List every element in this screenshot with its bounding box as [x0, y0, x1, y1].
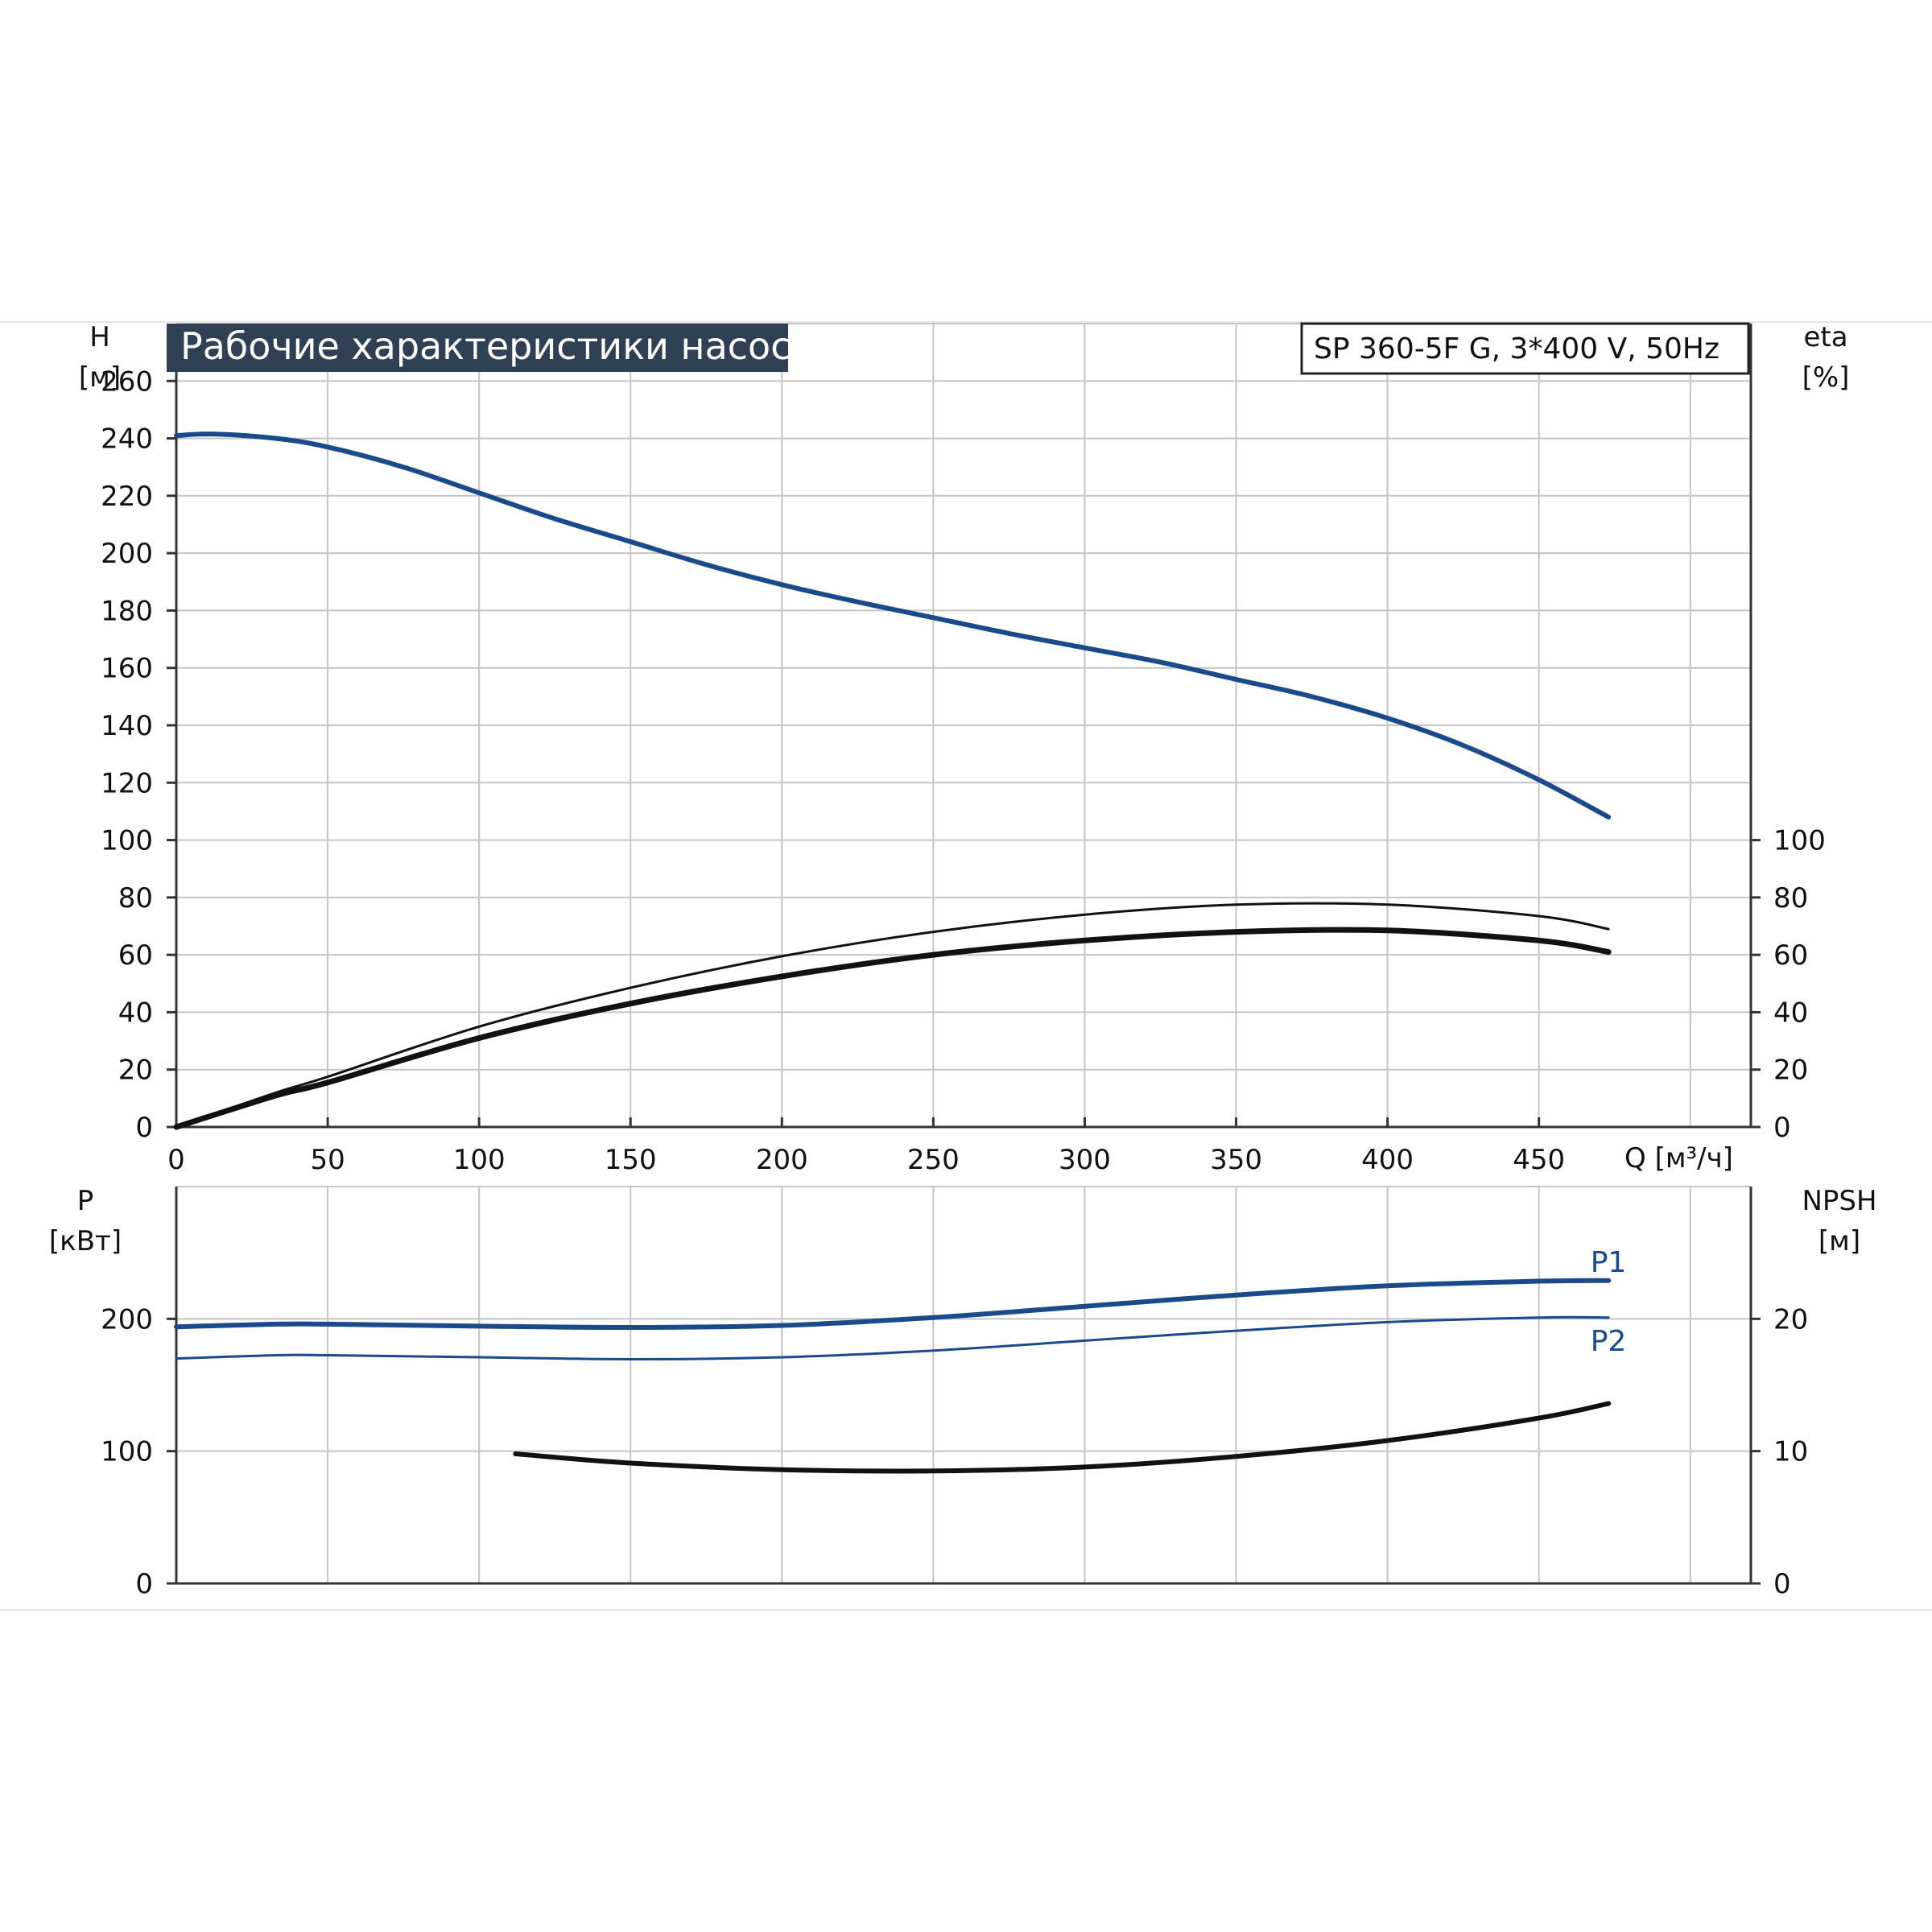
- model-label: SP 360-5F G, 3*400 V, 50Hz: [1314, 332, 1719, 365]
- p1-power-curve: [174, 1278, 1612, 1331]
- left-y-tick-label: 80: [118, 882, 153, 914]
- left-y-tick-label: 200: [101, 538, 153, 570]
- left-y-tick-label: 220: [101, 481, 153, 513]
- right-y-tick-label: 0: [1773, 1112, 1791, 1144]
- x-tick-label: 100: [453, 1144, 506, 1176]
- bottom-left-tick-label: 100: [101, 1436, 153, 1468]
- x-tick-label: 350: [1210, 1144, 1262, 1176]
- left-y-tick-label: 180: [101, 595, 153, 627]
- bottom-left-axis-symbol: P: [77, 1185, 94, 1217]
- model-box: SP 360-5F G, 3*400 V, 50Hz: [1300, 322, 1750, 375]
- title-background: [167, 324, 788, 372]
- left-y-tick-label: 20: [118, 1055, 153, 1087]
- x-tick-label: 0: [167, 1144, 185, 1176]
- x-tick-label: 300: [1059, 1144, 1111, 1176]
- right-y-tick-label: 20: [1773, 1055, 1808, 1087]
- efficiency-curve-thin: [175, 902, 1610, 1129]
- bottom-axes-frame: [175, 1187, 1752, 1585]
- right-y-tick-label: 80: [1773, 882, 1808, 914]
- bottom-left-tick-label: 0: [135, 1568, 153, 1600]
- left-y-tick-label: 120: [101, 767, 153, 799]
- bottom-left-axis-unit: [кВт]: [49, 1225, 122, 1257]
- chart-title: Рабочие характеристики насоса: [180, 324, 814, 368]
- bottom-right-tick-label: 20: [1773, 1303, 1808, 1335]
- bottom-left-tick-label: 200: [101, 1303, 153, 1335]
- bottom-right-tick-label: 10: [1773, 1436, 1808, 1468]
- left-y-tick-label: 40: [118, 997, 153, 1029]
- efficiency-curve-thick: [173, 927, 1612, 1130]
- left-y-tick-label: 260: [101, 365, 153, 398]
- npsh-curve: [513, 1401, 1612, 1474]
- left-y-tick-label: 0: [135, 1112, 153, 1144]
- chart-title-banner: Рабочие характеристики насоса: [167, 324, 814, 372]
- x-tick-label: 250: [907, 1144, 960, 1176]
- left-y-tick-label: 100: [101, 825, 153, 857]
- series-label-p2: P2: [1591, 1325, 1627, 1358]
- left-y-tick-label: 140: [101, 710, 153, 742]
- top-left-axis-unit: [м]: [79, 361, 121, 394]
- x-tick-label: 400: [1361, 1144, 1414, 1176]
- x-tick-label: 150: [605, 1144, 657, 1176]
- top-right-axis-symbol: eta: [1803, 321, 1847, 353]
- x-axis-label: Q [м³/ч]: [1624, 1142, 1733, 1174]
- right-y-tick-label: 100: [1773, 825, 1826, 857]
- model-box-frame: [1300, 322, 1750, 375]
- x-tick-label: 50: [310, 1144, 345, 1176]
- left-y-tick-label: 160: [101, 653, 153, 685]
- x-tick-label: 450: [1513, 1144, 1565, 1176]
- right-y-tick-label: 40: [1773, 997, 1808, 1029]
- head-efficiency-chart: 0 50 100 150 200 250 300 350 400 4500204060801001…: [101, 323, 1826, 1176]
- top-right-axis-unit: [%]: [1802, 361, 1850, 394]
- power-npsh-chart: 0 100 200 0 10 20: [101, 1186, 1808, 1600]
- left-y-tick-label: 60: [118, 939, 153, 972]
- bottom-right-axis-symbol: NPSH: [1802, 1185, 1876, 1217]
- bottom-right-axis-unit: [м]: [1818, 1225, 1860, 1257]
- bottom-right-tick-label: 0: [1773, 1568, 1791, 1600]
- p2-power-curve: [175, 1315, 1610, 1361]
- top-left-axis-symbol: H: [89, 321, 110, 353]
- head-curve: [174, 431, 1612, 820]
- left-y-tick-label: 240: [101, 423, 153, 456]
- x-tick-label: 200: [756, 1144, 808, 1176]
- series-label-p1: P1: [1591, 1246, 1627, 1279]
- right-y-tick-label: 60: [1773, 939, 1808, 972]
